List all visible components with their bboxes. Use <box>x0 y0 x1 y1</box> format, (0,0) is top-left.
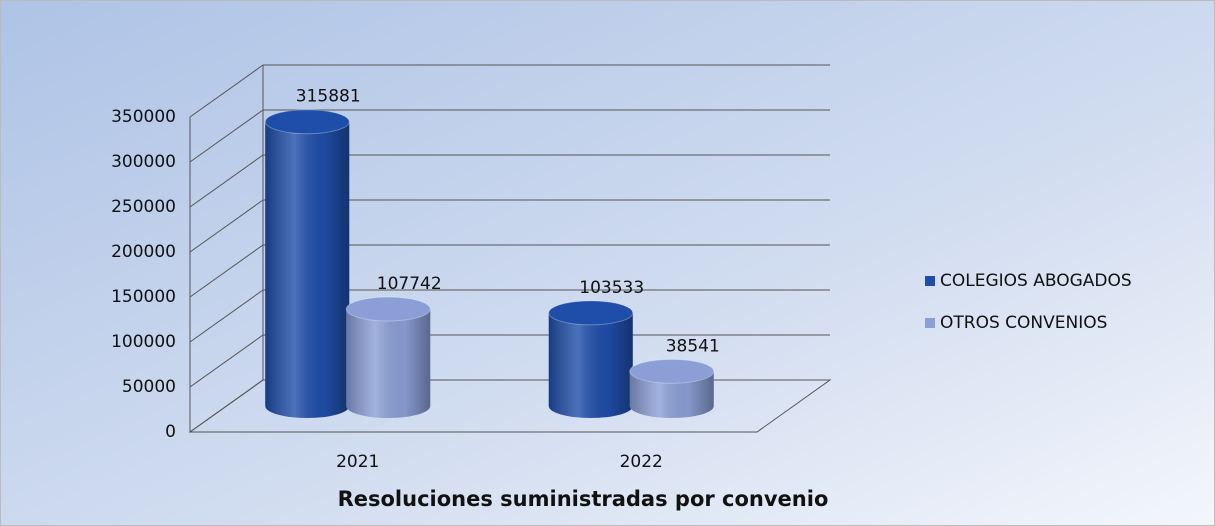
grid-line <box>189 109 264 163</box>
grid-line <box>189 154 264 208</box>
y-tick-label: 200000 <box>111 242 176 262</box>
x-tick-label: 2022 <box>620 452 663 472</box>
legend-swatch <box>925 276 935 286</box>
legend-label: OTROS CONVENIOS <box>940 313 1107 333</box>
grid-line <box>189 289 264 343</box>
data-label: 315881 <box>296 87 361 107</box>
grid-line <box>189 64 264 118</box>
legend-label: COLEGIOS ABOGADOS <box>940 271 1132 291</box>
data-label: 38541 <box>666 336 720 356</box>
bar-shade <box>346 309 431 419</box>
bar-shade <box>629 371 714 418</box>
y-tick-label: 350000 <box>111 107 176 127</box>
y-tick-label: 100000 <box>111 332 176 352</box>
bar-shade <box>265 121 350 419</box>
data-label: 103533 <box>579 278 644 298</box>
y-tick-label: 50000 <box>122 377 176 397</box>
x-tick-label: 2021 <box>336 452 379 472</box>
bar-top <box>264 109 350 135</box>
y-tick-label: 0 <box>165 422 176 442</box>
axis-title: Resoluciones suministradas por convenio <box>338 487 829 511</box>
y-tick-label: 250000 <box>111 197 176 217</box>
bar-shade <box>548 312 633 419</box>
y-tick-label: 150000 <box>111 287 176 307</box>
grid-line <box>189 199 264 253</box>
grid-line <box>189 334 264 388</box>
bar-top <box>345 296 431 322</box>
bar-top <box>548 300 634 326</box>
grid-line <box>189 379 264 433</box>
data-label: 107742 <box>377 274 442 294</box>
bar-top <box>629 358 715 384</box>
y-tick-label: 300000 <box>111 152 176 172</box>
grid-line <box>189 244 264 298</box>
legend-swatch <box>925 318 935 328</box>
